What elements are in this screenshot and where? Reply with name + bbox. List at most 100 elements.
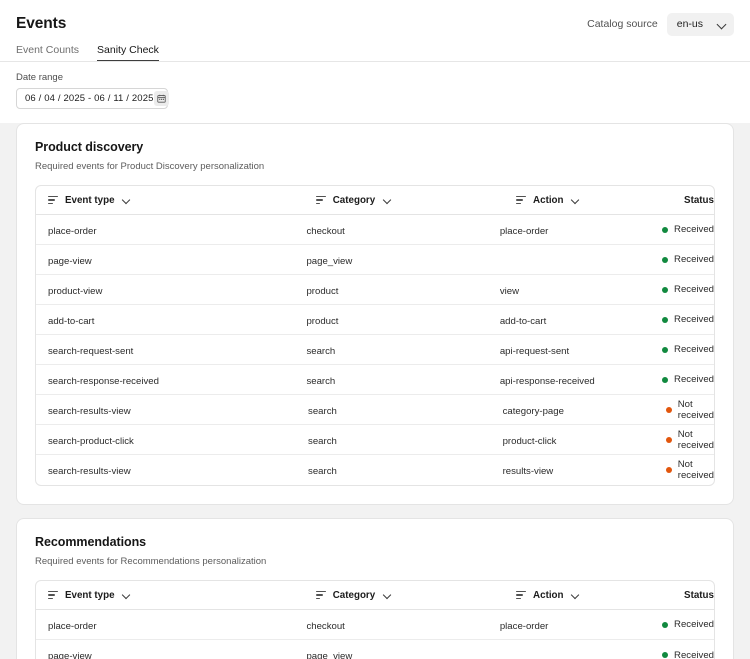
cell-category: search (306, 375, 336, 387)
sort-icon (516, 196, 527, 204)
cell-action: add-to-cart (499, 315, 547, 327)
status-dot-received (662, 226, 669, 233)
status-label: Received (674, 254, 715, 265)
status-label: Not received (677, 398, 715, 421)
main-content: Product discovery Required events for Pro… (0, 123, 750, 659)
section-subtitle: Required events for Recommendations pers… (35, 556, 267, 567)
table-row: search-request-sent search api-request-s… (36, 335, 714, 365)
status-label: Received (674, 374, 715, 385)
date-range-input[interactable]: 06 / 04 / 2025 - 06 / 11 / 2025 (16, 88, 169, 109)
sort-icon (315, 196, 326, 204)
column-header-status: Status (684, 195, 714, 206)
table-row: search-response-received search api-resp… (36, 365, 714, 395)
date-range-value: 06 / 04 / 2025 - 06 / 11 / 2025 (25, 93, 154, 104)
cell-action: category-page (502, 405, 564, 417)
column-header-action[interactable]: Action (516, 590, 684, 601)
catalog-source-label: Catalog source (587, 18, 658, 30)
column-header-label: Category (332, 589, 376, 601)
chevron-down-icon (572, 196, 580, 204)
status-dot-not-received (665, 406, 672, 413)
chevron-down-icon (717, 20, 726, 29)
table-row: page-view page_view Received (36, 245, 714, 275)
column-header-event-type[interactable]: Event type (48, 590, 316, 601)
status-badge: Received (662, 284, 714, 295)
cell-category: search (308, 405, 337, 417)
column-header-label: Category (332, 194, 376, 206)
cell-category: checkout (306, 620, 345, 632)
status-badge: Received (662, 314, 714, 325)
catalog-source-select[interactable]: en-us (666, 12, 734, 36)
cell-action: place-order (499, 620, 549, 632)
cell-category: search (308, 466, 337, 477)
status-dot-received (662, 652, 669, 658)
status-dot-received (662, 346, 669, 353)
table-row: product-view product view Received (36, 275, 714, 305)
chevron-down-icon (383, 196, 391, 204)
table-row: add-to-cart product add-to-cart Received (36, 305, 714, 335)
cell-action: results-view (502, 466, 554, 477)
column-header-category[interactable]: Category (315, 589, 516, 601)
status-label: Received (674, 224, 715, 235)
status-dot-not-received (665, 467, 672, 473)
cell-category: page_view (306, 651, 353, 659)
cell-event-type: search-response-received (48, 375, 159, 387)
status-dot-received (662, 286, 669, 293)
table-header-row: Event type Category Action Status (36, 581, 714, 610)
column-header-label: Status (684, 194, 714, 206)
section-subtitle: Required events for Product Discovery pe… (35, 161, 265, 172)
column-header-label: Event type (65, 589, 115, 601)
cell-event-type: add-to-cart (48, 315, 95, 327)
status-label: Received (674, 649, 715, 659)
section-title: Product discovery (35, 140, 144, 154)
section-title: Recommendations (35, 535, 147, 549)
cell-event-type: place-order (48, 225, 97, 237)
status-dot-received (662, 316, 669, 323)
page-title: Events (16, 15, 67, 32)
status-dot-received (662, 376, 669, 383)
tab-bar: Event Counts Sanity Check (16, 40, 734, 62)
column-header-label: Event type (65, 194, 115, 206)
catalog-source-control: Catalog source en-us (587, 12, 734, 36)
column-header-action[interactable]: Action (516, 195, 684, 206)
status-badge: Received (662, 344, 714, 355)
cell-category: page_view (306, 255, 353, 267)
cell-action: place-order (499, 225, 549, 237)
page-header: Events Catalog source en-us Event Counts… (0, 0, 750, 62)
status-badge: Not received (665, 459, 714, 481)
table-row: search-results-view search category-page… (36, 395, 714, 425)
cell-event-type: product-view (48, 285, 103, 297)
cell-event-type: page-view (48, 255, 92, 267)
status-dot-received (662, 621, 669, 628)
column-header-event-type[interactable]: Event type (48, 195, 316, 206)
cell-event-type: search-product-click (48, 435, 134, 447)
sort-icon (516, 591, 527, 599)
status-label: Not received (677, 428, 715, 451)
cell-event-type: search-results-view (48, 466, 131, 477)
calendar-icon[interactable] (153, 91, 169, 106)
cell-category: search (308, 435, 337, 447)
section-card: Product discovery Required events for Pro… (16, 123, 734, 505)
status-dot-received (662, 256, 669, 263)
status-badge: Received (662, 374, 714, 385)
cell-action: product-click (502, 435, 557, 447)
status-label: Received (674, 344, 715, 355)
catalog-source-value: en-us (676, 18, 703, 30)
chevron-down-icon (123, 196, 131, 204)
status-label: Received (674, 619, 715, 630)
section-card: Recommendations Required events for Recom… (16, 518, 734, 659)
sort-icon (315, 591, 326, 599)
date-range-section: Date range 06 / 04 / 2025 - 06 / 11 / 20… (0, 62, 750, 123)
tab-sanity-check[interactable]: Sanity Check (97, 44, 159, 62)
status-badge: Received (662, 619, 714, 630)
table-header-row: Event type Category Action Status (36, 186, 714, 215)
chevron-down-icon (383, 591, 391, 599)
column-header-category[interactable]: Category (315, 194, 516, 206)
tab-event-counts[interactable]: Event Counts (16, 44, 80, 56)
events-table: Event type Category Action Status place-… (35, 185, 715, 486)
status-label: Received (674, 284, 715, 295)
table-row: search-results-view search results-view … (36, 455, 714, 485)
table-row: page-view page_view Received (36, 640, 714, 659)
column-header-label: Status (684, 589, 714, 601)
status-badge: Received (662, 650, 714, 659)
chevron-down-icon (123, 591, 131, 599)
